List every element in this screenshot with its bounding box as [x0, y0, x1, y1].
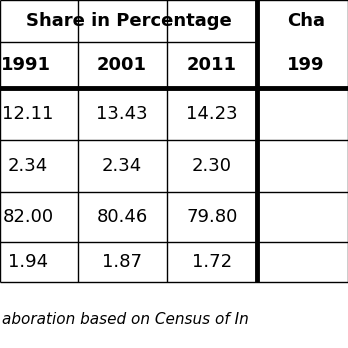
Text: 2.34: 2.34: [8, 157, 48, 175]
Text: 2.30: 2.30: [192, 157, 232, 175]
Text: 1.72: 1.72: [192, 253, 232, 271]
Text: 82.00: 82.00: [2, 208, 54, 226]
Text: 2011: 2011: [187, 56, 237, 74]
Text: 2001: 2001: [97, 56, 147, 74]
Text: 1991: 1991: [1, 56, 51, 74]
Text: 12.11: 12.11: [2, 105, 54, 123]
Text: Cha: Cha: [287, 12, 325, 30]
Text: Share in Percentage: Share in Percentage: [26, 12, 231, 30]
Text: 1.94: 1.94: [8, 253, 48, 271]
Text: 79.80: 79.80: [186, 208, 238, 226]
Text: 1.87: 1.87: [102, 253, 142, 271]
Text: 80.46: 80.46: [96, 208, 148, 226]
Text: 199: 199: [287, 56, 325, 74]
Text: aboration based on Census of In: aboration based on Census of In: [2, 313, 249, 327]
Text: 13.43: 13.43: [96, 105, 148, 123]
Text: 2.34: 2.34: [102, 157, 142, 175]
Text: 14.23: 14.23: [186, 105, 238, 123]
